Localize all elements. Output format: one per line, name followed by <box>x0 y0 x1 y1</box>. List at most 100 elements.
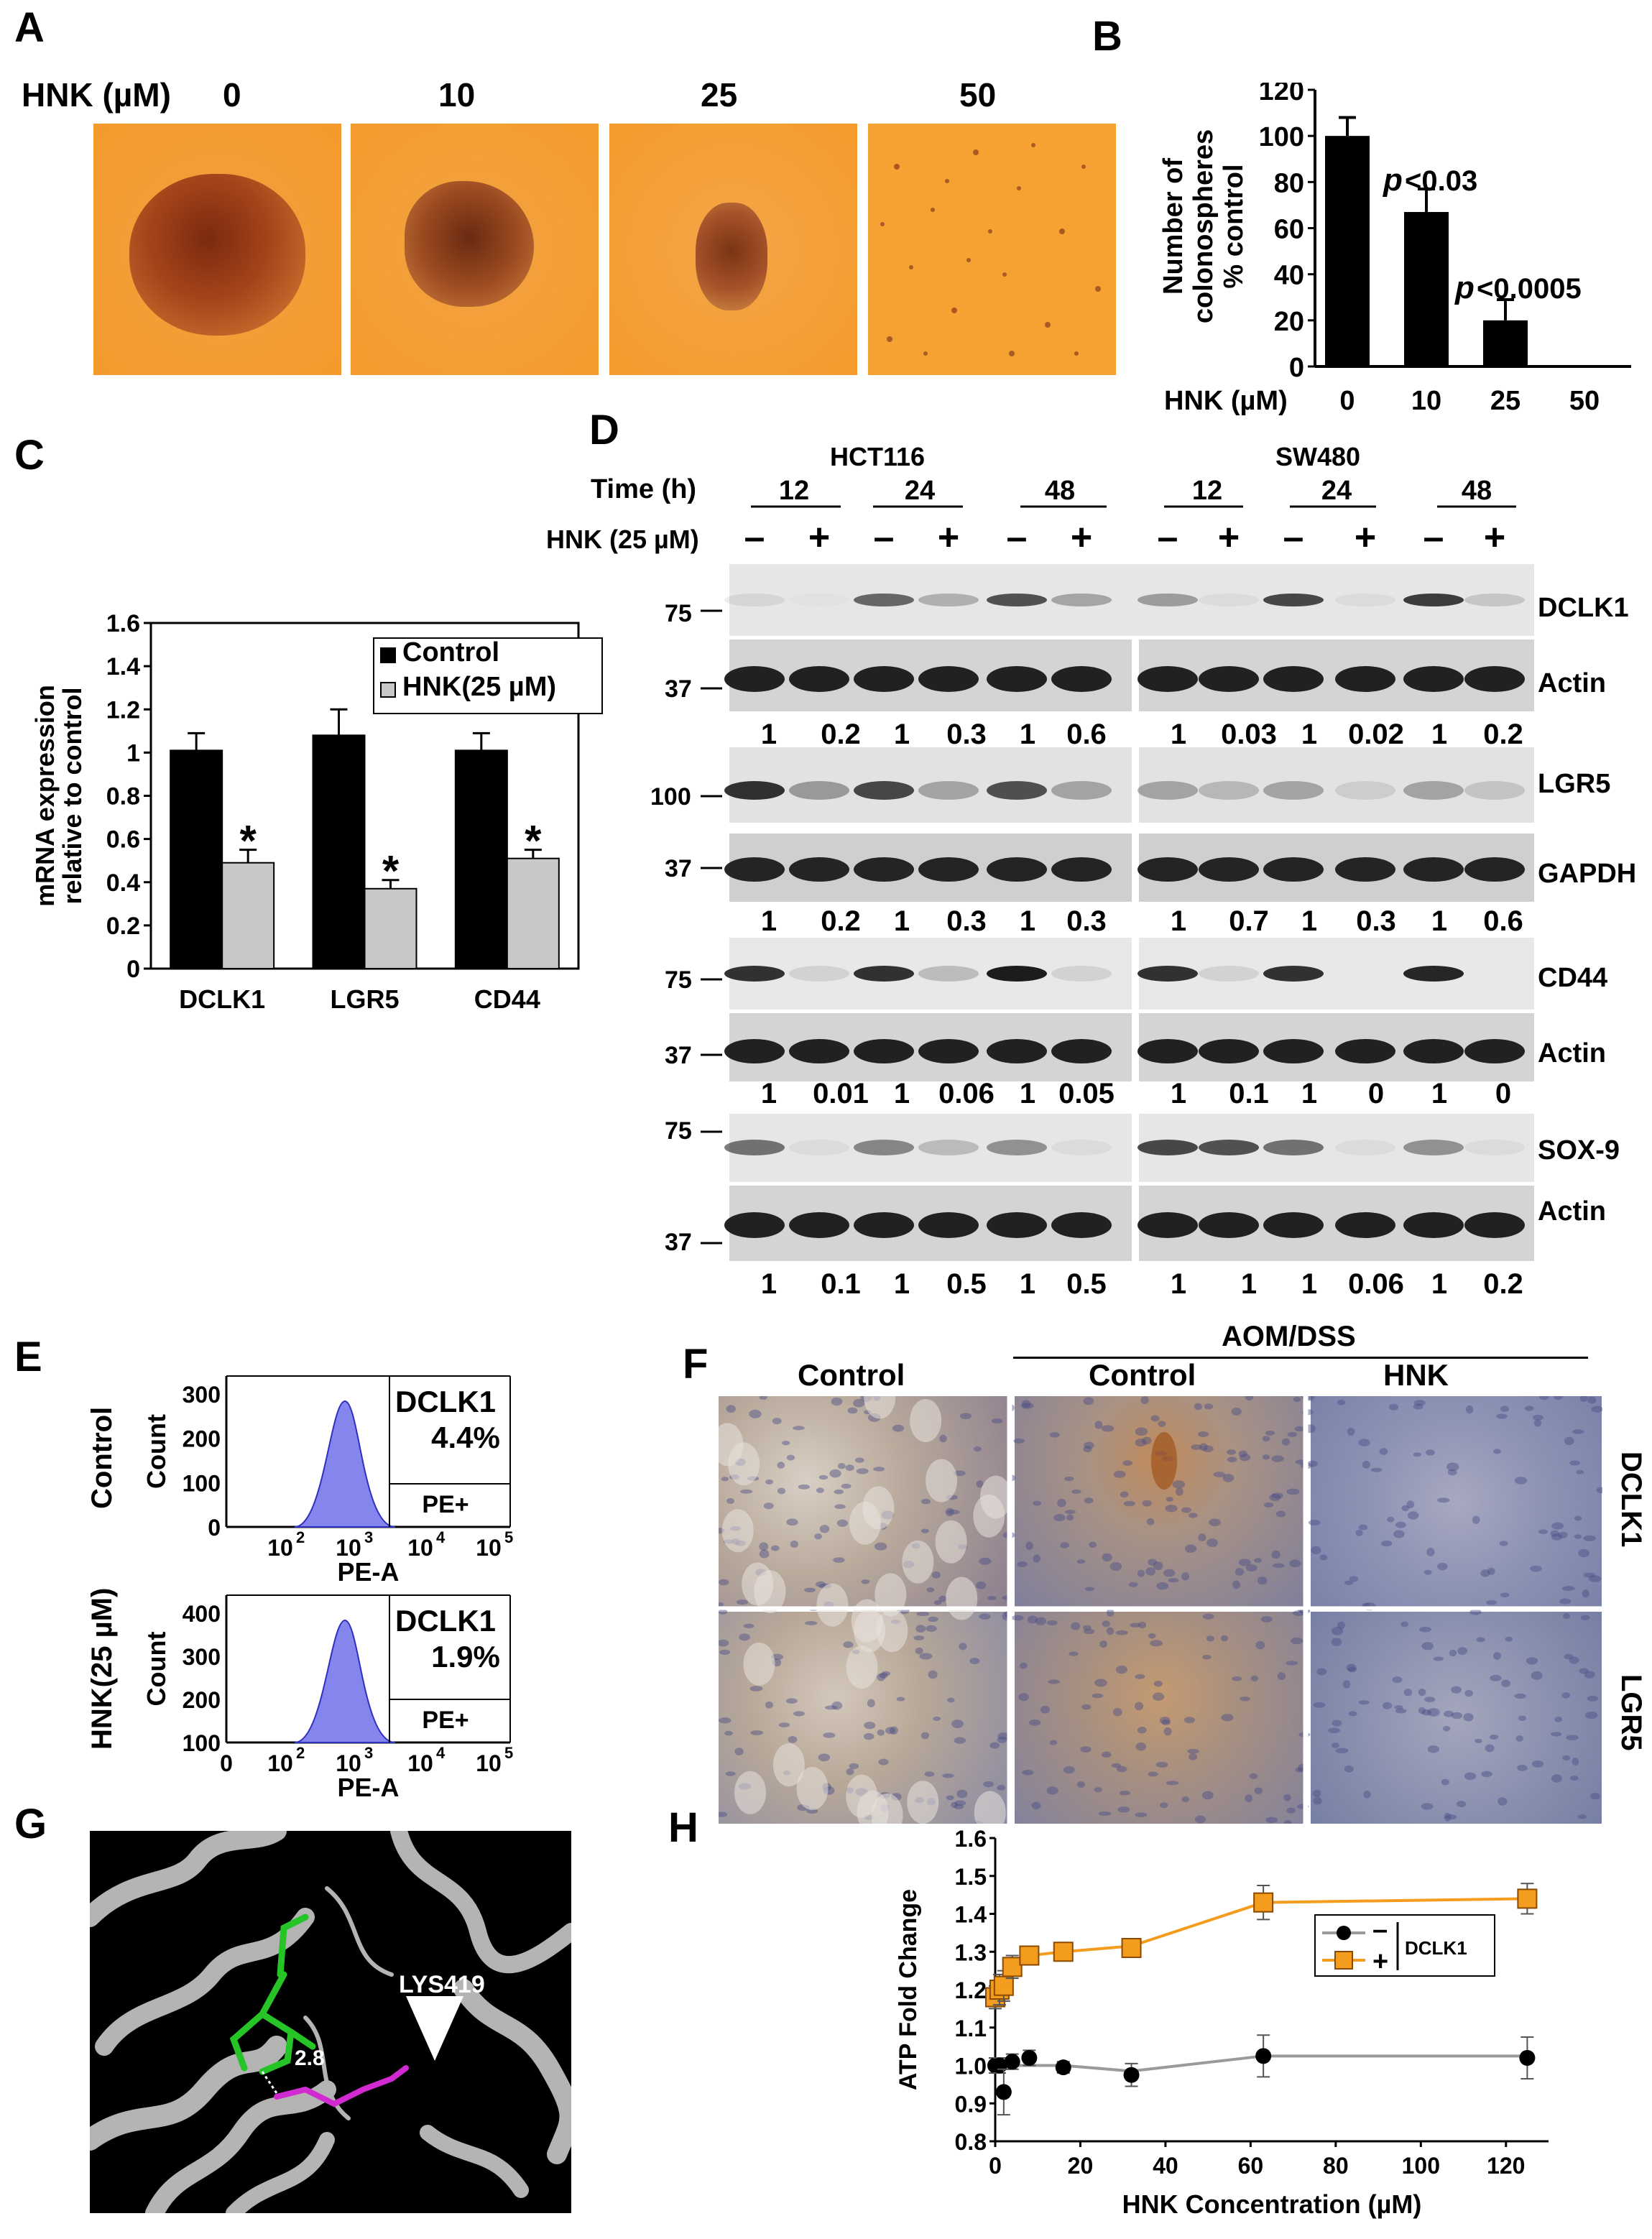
x-tick-label: 10 <box>336 1535 361 1561</box>
nucleus <box>803 1587 816 1593</box>
nucleus <box>864 1722 876 1730</box>
protein-sox9: SOX-9 <box>1538 1135 1620 1165</box>
nucleus <box>1137 1569 1145 1577</box>
cd44-band <box>1138 966 1198 982</box>
nucleus <box>1572 1757 1579 1765</box>
nucleus <box>834 1489 844 1495</box>
nucleus <box>1227 1449 1237 1455</box>
nucleus <box>1148 1559 1158 1566</box>
densitometry-value: 0.6 <box>1066 719 1107 750</box>
nucleus <box>1591 1405 1602 1413</box>
cell-line-sw480: SW480 <box>1275 442 1361 471</box>
nucleus <box>1283 1793 1291 1801</box>
nucleus <box>933 1599 942 1605</box>
x-tick-label: CD44 <box>474 984 540 1014</box>
nucleus <box>765 1479 774 1485</box>
densitometry-value: 0 <box>1495 1078 1512 1109</box>
nucleus <box>1083 1397 1094 1405</box>
x-tick-label: 20 <box>1068 2153 1094 2179</box>
goblet-cell <box>862 1486 895 1530</box>
nucleus <box>823 1732 836 1738</box>
nucleus <box>1221 1714 1234 1722</box>
ihc-tissue-texture <box>719 1396 1602 1824</box>
nucleus <box>1550 1530 1559 1537</box>
nucleus <box>1089 1541 1097 1548</box>
sox9-band <box>724 1140 785 1155</box>
x-tick-label: 10 <box>407 1535 433 1561</box>
y-axis-label: % control <box>1219 164 1249 288</box>
nucleus <box>1500 1592 1510 1598</box>
y-axis-label: relative to control <box>57 687 87 904</box>
densitometry-value: 0.5 <box>1066 1268 1107 1300</box>
nucleus <box>1194 1815 1206 1824</box>
nucleus <box>1092 1693 1104 1699</box>
nucleus <box>1083 1628 1095 1635</box>
nucleus <box>1574 1515 1582 1521</box>
nucleus <box>1379 1448 1388 1455</box>
densitometry-value: 1 <box>1019 1268 1036 1300</box>
cd44-band <box>854 966 914 982</box>
ihc-col-aom-control: Control <box>1089 1358 1196 1392</box>
annotation-value: <0.03 <box>1405 165 1477 197</box>
dclk1-band <box>918 594 979 606</box>
x-tick-label: 10 <box>267 1750 293 1776</box>
nucleus <box>1576 1469 1584 1474</box>
densitometry-value: 0.6 <box>1483 905 1523 937</box>
treatment-sign: – <box>1007 517 1028 558</box>
gapdh-band <box>1199 857 1259 882</box>
legend-label: – <box>1372 1915 1388 1945</box>
y-tick-label: 1.5 <box>955 1864 987 1890</box>
histogram <box>294 1400 396 1528</box>
legend-marker <box>1337 1926 1351 1940</box>
nucleus <box>1204 1403 1214 1410</box>
densitometry-value: 1 <box>1431 1078 1448 1109</box>
nucleus <box>1109 1562 1122 1571</box>
nucleus <box>759 1549 770 1559</box>
nucleus <box>1140 1396 1149 1405</box>
nucleus <box>734 1748 744 1755</box>
aom-dss-label: AOM/DSS <box>1222 1321 1356 1352</box>
nucleus <box>896 1696 905 1702</box>
nucleus <box>1153 1561 1163 1571</box>
cd44-band <box>987 966 1047 982</box>
nucleus <box>833 1557 845 1563</box>
nucleus <box>1235 1568 1245 1576</box>
nucleus <box>1566 1735 1579 1740</box>
goblet-cell <box>910 1399 942 1443</box>
significance-star: * <box>239 817 257 865</box>
nucleus <box>1370 1467 1383 1472</box>
nucleus <box>1271 1455 1284 1462</box>
nucleus <box>739 1633 750 1641</box>
nucleus <box>1572 1429 1584 1434</box>
nucleus <box>1046 1786 1058 1795</box>
nucleus <box>1119 1791 1131 1796</box>
data-point <box>1121 1937 1142 1958</box>
densitometry-value: 0.2 <box>1483 1268 1523 1300</box>
nucleus <box>1490 1674 1502 1681</box>
nucleus <box>919 1653 933 1660</box>
actin-band <box>1464 666 1525 692</box>
nucleus <box>1135 1702 1144 1711</box>
nucleus <box>1551 1533 1563 1541</box>
nucleus <box>1401 1505 1410 1512</box>
densitometry-value: 0.3 <box>946 905 987 937</box>
data-point <box>1123 2067 1140 2083</box>
nucleus <box>1060 1542 1069 1548</box>
x-tick-label: 0 <box>989 2153 1002 2179</box>
nucleus <box>1587 1695 1599 1702</box>
nucleus <box>1316 1668 1327 1676</box>
nucleus <box>749 1409 762 1418</box>
goblet-cell <box>743 1642 775 1686</box>
nucleus <box>1160 1802 1168 1809</box>
dose-25: 25 <box>701 76 738 114</box>
nucleus <box>788 1736 798 1743</box>
densitometry-value: 1 <box>893 1078 910 1109</box>
y-tick-label: 0.2 <box>106 913 140 940</box>
nucleus <box>1137 1726 1147 1734</box>
nucleus <box>1532 1760 1544 1768</box>
y-tick-label: 400 <box>183 1601 221 1627</box>
nucleus <box>1308 1520 1321 1526</box>
nucleus <box>1337 1621 1345 1630</box>
sox9-band <box>1138 1140 1198 1155</box>
nucleus <box>1084 1441 1094 1449</box>
